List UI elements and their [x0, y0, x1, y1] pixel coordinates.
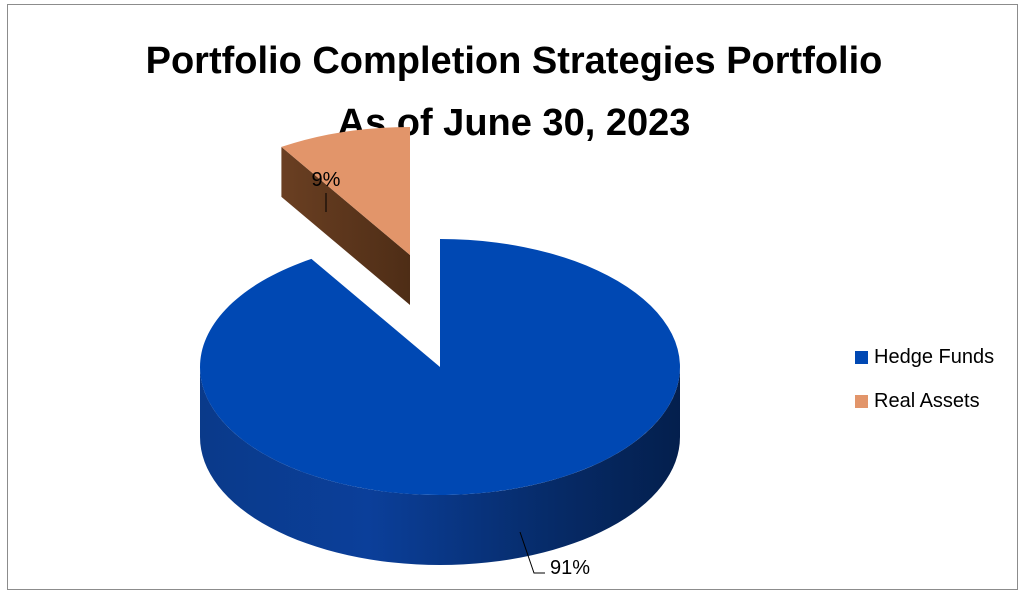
legend-swatch-real-assets	[855, 394, 868, 408]
slice-real-assets	[281, 127, 410, 255]
legend-item-real-assets: Real Assets	[855, 387, 994, 415]
legend-item-hedge-funds: Hedge Funds	[855, 343, 994, 371]
slice-hedge-funds	[200, 239, 681, 495]
legend-label-real-assets: Real Assets	[874, 389, 980, 412]
slice-side-real-assets	[281, 146, 410, 305]
legend: Hedge Funds Real Assets	[855, 343, 994, 431]
legend-swatch-hedge-funds	[855, 350, 868, 364]
chart-title-block: Portfolio Completion Strategies Portfoli…	[0, 30, 1028, 154]
chart-title: Portfolio Completion Strategies Portfoli…	[145, 40, 883, 82]
data-label-hedge-funds: 91%	[550, 557, 590, 579]
leader-line-hedge-funds	[519, 531, 545, 574]
legend-label-hedge-funds: Hedge Funds	[874, 345, 995, 368]
slice-side-hedge-funds	[200, 367, 680, 565]
data-label-real-assets: 9%	[312, 169, 341, 191]
